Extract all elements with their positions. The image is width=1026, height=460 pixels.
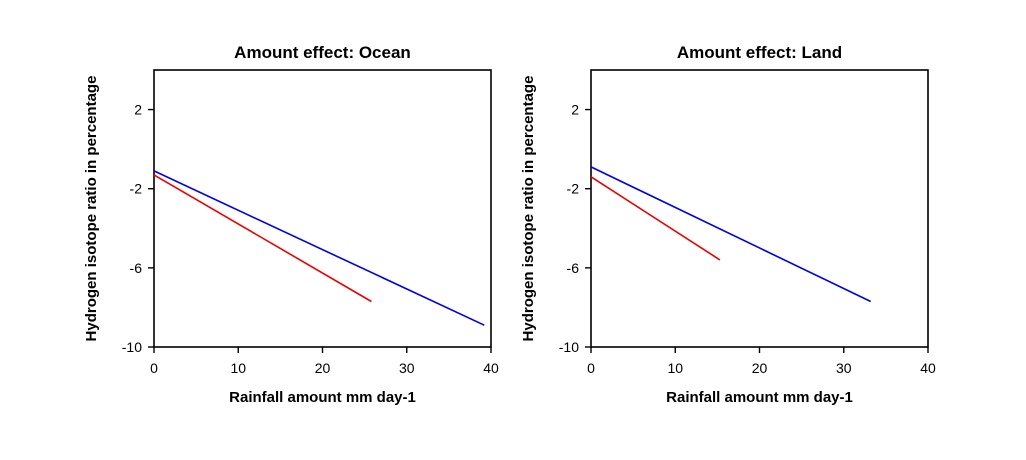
- x-axis-label: Rainfall amount mm day-1: [666, 389, 853, 406]
- x-tick-label: 30: [399, 360, 415, 376]
- y-axis-label: Hydrogen isotope ratio in percentage: [520, 76, 537, 342]
- y-tick-label: -6: [130, 260, 143, 276]
- x-tick-label: 20: [752, 360, 768, 376]
- y-tick-label: -10: [122, 339, 142, 355]
- chart-title: Amount effect: Land: [677, 43, 842, 62]
- series-line-2: [590, 176, 721, 261]
- y-axis-label: Hydrogen isotope ratio in percentage: [83, 76, 100, 342]
- x-axis-label: Rainfall amount mm day-1: [229, 389, 416, 406]
- y-tick-label: -2: [130, 181, 143, 197]
- series-line-1: [590, 166, 872, 303]
- y-tick-label: 2: [571, 102, 579, 118]
- y-tick-label: 2: [134, 102, 142, 118]
- x-tick-label: 40: [920, 360, 936, 376]
- series-line-1: [153, 170, 485, 326]
- y-tick-label: -2: [567, 181, 580, 197]
- x-tick-label: 0: [150, 360, 158, 376]
- series-line-2: [153, 174, 372, 303]
- y-tick-label: -10: [559, 339, 579, 355]
- x-tick-label: 10: [230, 360, 246, 376]
- x-tick-label: 0: [587, 360, 595, 376]
- y-tick-label: -6: [567, 260, 580, 276]
- x-tick-label: 40: [483, 360, 499, 376]
- x-tick-label: 10: [667, 360, 683, 376]
- x-tick-label: 30: [836, 360, 852, 376]
- chart-title: Amount effect: Ocean: [234, 43, 411, 62]
- chart-panel-1: Amount effect: Ocean 0 10 20 30 40 -10 -6 -2 2 Rai…: [83, 43, 499, 406]
- x-tick-label: 20: [315, 360, 331, 376]
- chart-panel-2: Amount effect: Land 0 10 20 30 40 -10 -6 -2 2 Rain…: [520, 43, 936, 406]
